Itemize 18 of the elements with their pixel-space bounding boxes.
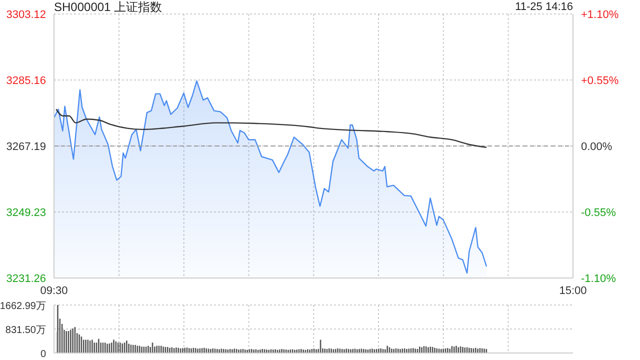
y2-tick-label: 0.00%	[581, 141, 612, 153]
y2-tick-label: +0.55%	[581, 75, 619, 87]
chart-title: SH000001 上证指数	[54, 0, 162, 14]
y2-tick-label: -0.55%	[581, 207, 616, 219]
y-tick-label: 3231.26	[6, 273, 46, 285]
y-tick-label: 1662.99万	[0, 301, 46, 312]
x-tick-label: 09:30	[40, 284, 68, 297]
y2-tick-label: -1.10%	[581, 273, 616, 285]
y-tick-label: 3249.23	[6, 206, 46, 219]
y2-tick-label: +1.10%	[581, 9, 619, 21]
y-tick-label: 0	[40, 349, 46, 360]
y-tick-label: 3303.12	[6, 9, 46, 21]
text: 11-25 14:16	[515, 0, 573, 14]
x-tick-label: 15:00	[559, 284, 587, 297]
y-tick-label: 3267.19	[6, 141, 46, 153]
line-series	[56, 108, 488, 148]
y-tick-label: 3285.16	[6, 74, 46, 87]
y-tick-label: 831.50万	[5, 325, 46, 336]
